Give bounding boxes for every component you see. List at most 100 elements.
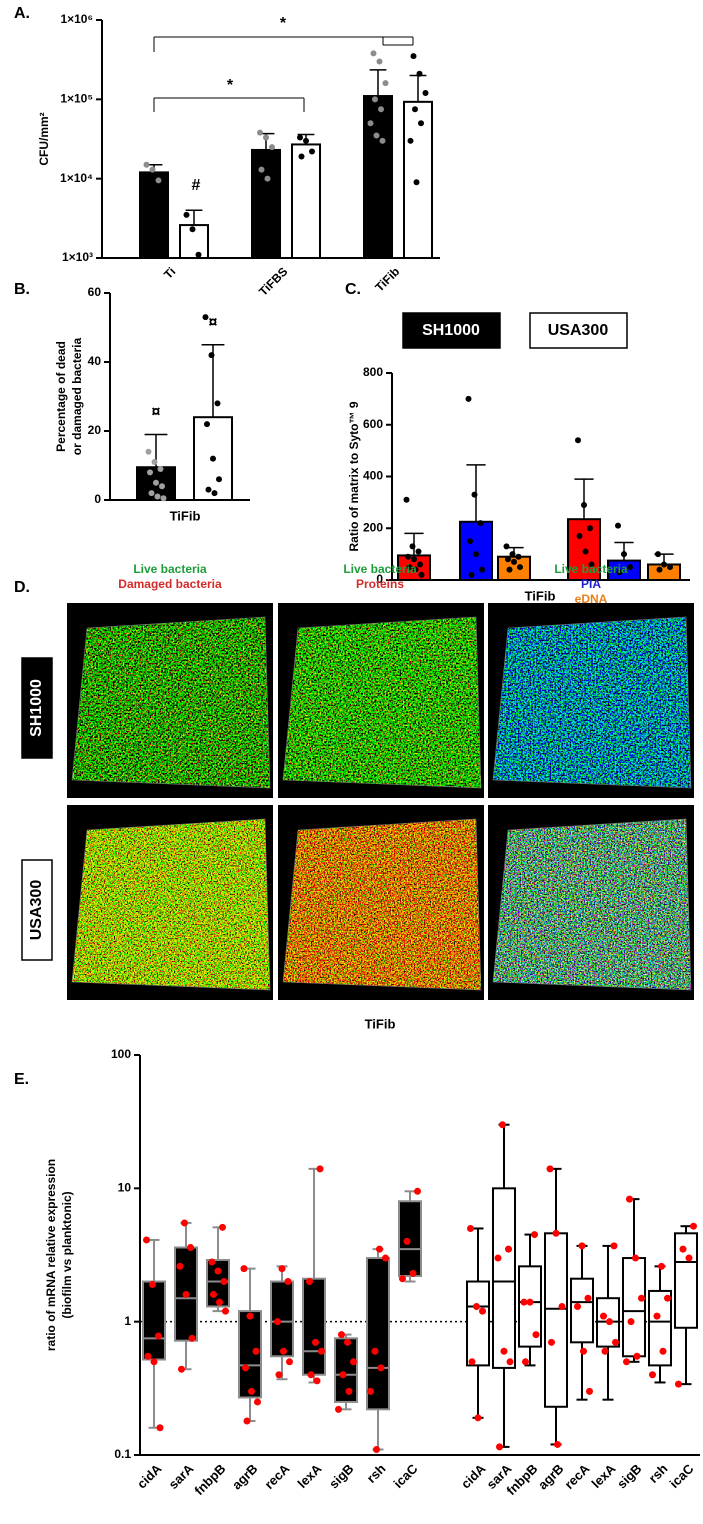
panel-label: D.	[14, 579, 30, 596]
data-point	[505, 1245, 512, 1253]
data-point	[284, 1278, 292, 1286]
data-point	[306, 1278, 313, 1286]
y-tick-label: 400	[363, 469, 383, 483]
data-point	[155, 1332, 162, 1340]
data-point	[584, 1294, 592, 1302]
data-point	[258, 166, 265, 173]
data-point	[216, 1298, 223, 1306]
y-tick-label: 800	[363, 365, 383, 379]
data-point	[418, 571, 425, 578]
data-point	[195, 251, 202, 258]
data-point	[582, 548, 589, 555]
data-point	[373, 132, 380, 139]
data-point	[477, 520, 484, 527]
data-point	[413, 179, 420, 186]
data-point	[615, 522, 621, 529]
row-label-box	[21, 657, 53, 759]
data-point	[309, 148, 315, 155]
panel-label: A.	[14, 5, 30, 22]
box	[302, 1277, 326, 1376]
data-point	[269, 144, 275, 151]
data-point	[411, 556, 417, 563]
data-point	[208, 1258, 216, 1266]
column-header: Live bacteria	[554, 562, 628, 576]
biofilm-texture	[72, 617, 270, 788]
data-point	[243, 1417, 251, 1425]
group-legend-box	[529, 312, 628, 349]
data-point	[554, 1440, 561, 1448]
data-point	[546, 1165, 554, 1173]
box	[518, 1265, 542, 1348]
data-point	[178, 1365, 185, 1373]
bar	[291, 143, 321, 259]
data-point	[473, 551, 479, 558]
data-point	[633, 1352, 641, 1360]
data-point	[532, 1331, 540, 1339]
data-point	[145, 448, 152, 455]
box	[270, 1280, 294, 1358]
data-point	[399, 1275, 406, 1283]
data-point	[403, 1237, 411, 1245]
data-point	[600, 1312, 607, 1320]
data-point	[515, 553, 522, 560]
panel-label: E.	[14, 1071, 29, 1088]
data-point	[520, 1298, 528, 1306]
data-point	[151, 459, 158, 466]
data-point	[479, 566, 485, 573]
data-point	[144, 1352, 152, 1360]
box	[142, 1280, 166, 1361]
data-point	[471, 491, 478, 498]
row-label-box	[21, 859, 53, 961]
y-tick-label: 40	[88, 354, 102, 368]
biofilm-texture	[72, 819, 270, 990]
data-point	[303, 137, 309, 144]
data-point	[150, 1358, 158, 1366]
data-point	[473, 1302, 480, 1310]
data-point	[176, 1262, 184, 1270]
x-axis-label: TiFib	[170, 508, 201, 523]
data-point	[263, 134, 269, 141]
data-point	[240, 1265, 248, 1273]
y-tick-label: 60	[88, 285, 102, 299]
data-point	[313, 1377, 321, 1385]
data-point	[149, 1280, 156, 1288]
data-point	[220, 1278, 228, 1286]
data-point	[379, 137, 386, 144]
data-point	[143, 161, 150, 168]
data-point	[344, 1338, 351, 1346]
data-point	[403, 496, 410, 503]
data-point	[526, 1298, 534, 1306]
data-point	[187, 1243, 194, 1251]
data-point	[552, 1229, 560, 1237]
data-point	[409, 543, 416, 550]
data-point	[188, 1334, 196, 1342]
data-point	[581, 501, 587, 508]
data-point	[338, 1331, 345, 1339]
box	[622, 1257, 646, 1358]
y-tick-label: 0	[376, 572, 383, 586]
data-point	[517, 564, 523, 571]
data-point	[468, 571, 475, 578]
data-point	[500, 1347, 508, 1355]
y-axis-label: (biofilm vs planktonic)	[60, 1191, 74, 1318]
bar	[251, 148, 281, 259]
data-point	[246, 1312, 254, 1320]
data-point	[468, 1358, 476, 1366]
y-tick-label: 600	[363, 417, 383, 431]
data-point	[280, 1347, 287, 1355]
group-legend-box	[402, 312, 501, 349]
data-point	[626, 1195, 633, 1203]
data-point	[531, 1231, 538, 1239]
data-point	[339, 1371, 347, 1379]
data-point	[661, 561, 667, 568]
box	[466, 1280, 490, 1367]
bar	[567, 518, 601, 581]
y-tick-label: 200	[363, 520, 383, 534]
data-point	[378, 106, 384, 113]
data-point	[601, 1347, 609, 1355]
data-point	[210, 1290, 217, 1298]
data-point	[182, 1290, 190, 1298]
data-point	[155, 177, 162, 184]
box	[334, 1337, 358, 1403]
data-point	[690, 1222, 697, 1230]
